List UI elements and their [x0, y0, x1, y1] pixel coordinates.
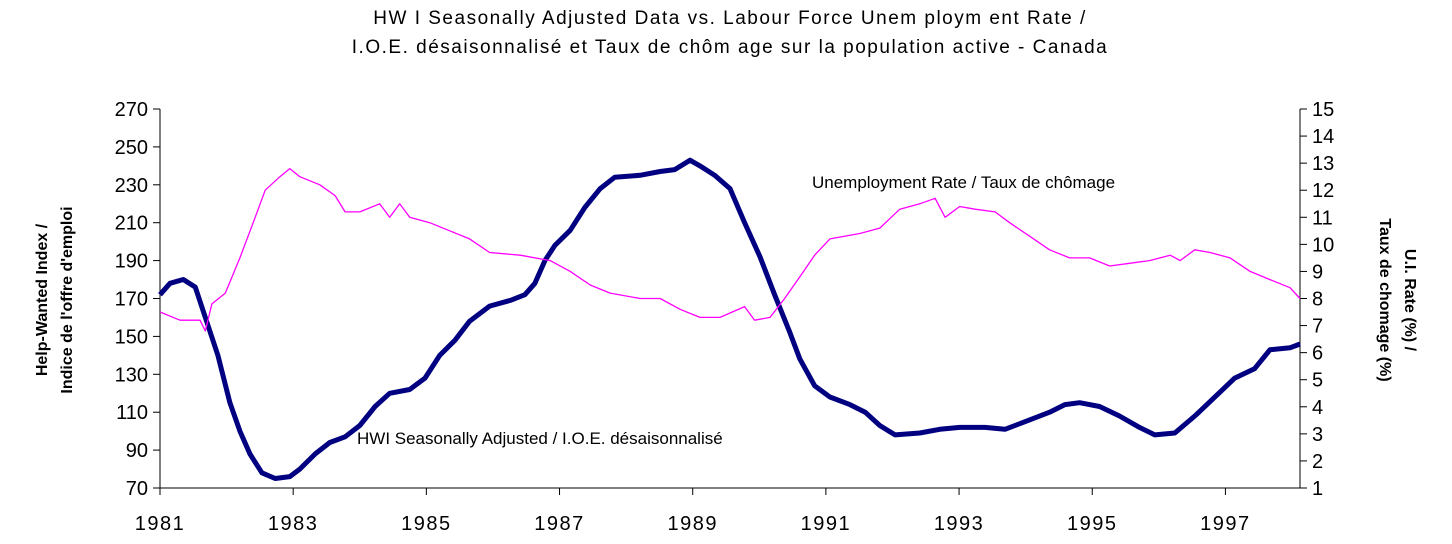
- y-tick-label: 190: [115, 251, 148, 273]
- y2-tick-label: 7: [1312, 316, 1323, 338]
- x-tick-label: 1981: [135, 513, 186, 535]
- y-tick-label: 270: [115, 99, 148, 121]
- y2-tick-label: 10: [1312, 234, 1334, 256]
- y2-axis-label: U.I. Rate (%) /: [1401, 249, 1418, 352]
- y2-tick-label: 1: [1312, 478, 1323, 500]
- y2-tick-label: 14: [1312, 126, 1334, 148]
- annotation: Unemployment Rate / Taux de chômage: [812, 173, 1115, 192]
- x-tick-label: 1995: [1067, 513, 1118, 535]
- chart-subtitle: I.O.E. désaisonnalisé et Taux de chôm ag…: [352, 37, 1108, 58]
- x-tick-label: 1983: [268, 513, 319, 535]
- x-tick-label: 1985: [401, 513, 452, 535]
- y-tick-label: 90: [126, 440, 148, 462]
- y2-tick-label: 8: [1312, 289, 1323, 311]
- chart-title: HW I Seasonally Adjusted Data vs. Labour…: [373, 8, 1086, 29]
- x-tick-label: 1991: [801, 513, 852, 535]
- x-tick-label: 1993: [934, 513, 985, 535]
- y2-tick-label: 4: [1312, 397, 1323, 419]
- y-tick-label: 110: [116, 402, 148, 424]
- series-line: [159, 167, 1301, 332]
- y2-tick-label: 2: [1312, 451, 1323, 473]
- y2-tick-label: 15: [1312, 99, 1334, 121]
- y2-tick-label: 3: [1312, 424, 1323, 446]
- x-tick-label: 1997: [1200, 513, 1251, 535]
- y2-tick-label: 9: [1312, 261, 1323, 283]
- y2-axis-label: Taux de chomage (%): [1376, 218, 1393, 381]
- annotation: HWI Seasonally Adjusted / I.O.E. désaiso…: [357, 429, 723, 448]
- x-tick-label: 1989: [667, 513, 718, 535]
- y-tick-label: 170: [115, 289, 148, 311]
- x-tick-label: 1987: [534, 513, 585, 535]
- y2-tick-label: 12: [1312, 180, 1334, 202]
- y-tick-label: 210: [115, 213, 148, 235]
- y2-tick-label: 11: [1312, 207, 1333, 229]
- y-tick-label: 150: [115, 326, 148, 348]
- y-tick-label: 230: [115, 175, 148, 197]
- y2-tick-label: 5: [1312, 370, 1323, 392]
- y-axis-label: Help-Wanted Index /: [34, 223, 51, 376]
- y2-tick-label: 13: [1312, 153, 1334, 175]
- y-tick-label: 70: [126, 478, 148, 500]
- series-line: [158, 157, 1301, 481]
- y-axis-label: Indice de l'offre d'emploi: [59, 206, 76, 393]
- y-tick-label: 130: [115, 364, 148, 386]
- y2-tick-label: 6: [1312, 343, 1323, 365]
- y-tick-label: 250: [115, 137, 148, 159]
